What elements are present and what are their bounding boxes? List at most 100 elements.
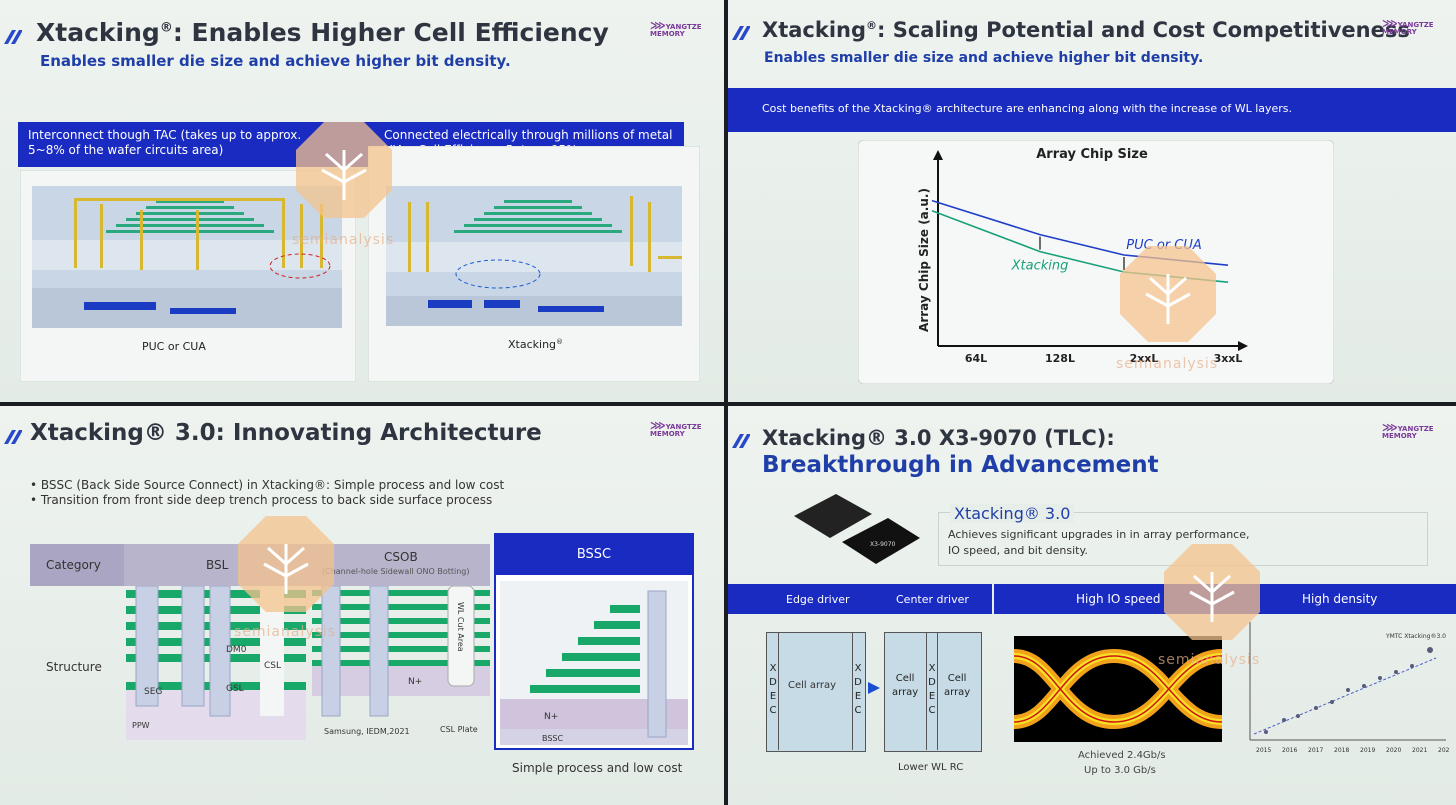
slide2-blue-bar: Cost benefits of the Xtacking® architect… [728, 88, 1456, 132]
left-caption: PUC or CUA [142, 340, 206, 353]
watermark-logo-icon [238, 516, 334, 612]
center-cell-array-left: Cell array [892, 673, 919, 698]
row-structure: Structure [46, 660, 102, 674]
slash-icon [732, 434, 750, 448]
density-ymtc-label: YMTC Xtacking®3.0 [1385, 633, 1446, 640]
slide1-subtitle: Enables smaller die size and achieve hig… [40, 52, 511, 70]
bsl-csob-structure: SEG GSL DM0 CSL PPW N+ WL Cut Area Samsu… [126, 586, 490, 740]
bssc-panel: BSSC N+ BSSC [494, 533, 694, 750]
left-bar-line2: 5~8% of the wafer circuits area) [28, 143, 224, 157]
year-label: 2020 [1386, 747, 1401, 754]
hdr-center-driver: Center driver [896, 593, 969, 606]
year-label: 2019 [1360, 747, 1375, 754]
hdr-edge-driver: Edge driver [786, 593, 850, 606]
bssc-small-label: BSSC [542, 734, 564, 743]
x-tick-64l: 64L [965, 352, 987, 365]
slash-icon [4, 30, 22, 44]
chart-title: Array Chip Size [1036, 147, 1148, 162]
year-label: 2018 [1334, 747, 1349, 754]
slide4-title-line1: Xtacking® 3.0 X3-9070 (TLC): [762, 426, 1115, 450]
csob-subtitle: (Channel-hole Sidewall ONO Botting) [322, 567, 470, 576]
ymtc-logo: ⋙YANGTZE MEMORY [1382, 17, 1434, 36]
chart-y-label: Array Chip Size (a.u.) [917, 188, 931, 332]
label-csl-plate: CSL Plate [440, 725, 478, 734]
y-axis-arrow-icon [933, 150, 943, 160]
label-samsung: Samsung, IEDM,2021 [324, 727, 410, 736]
slide2-subtitle: Enables smaller die size and achieve hig… [764, 50, 1204, 66]
slide1-title: Xtacking®: Enables Higher Cell Efficienc… [36, 18, 609, 47]
slide-cell-efficiency: Xtacking®: Enables Higher Cell Efficienc… [0, 0, 724, 402]
label-ppw: PPW [132, 721, 150, 730]
edge-cell-array: Cell array [788, 680, 837, 691]
col-bssc: BSSC [496, 535, 692, 575]
slide2-title: Xtacking®: Scaling Potential and Cost Co… [762, 18, 1410, 42]
watermark-logo-icon [1164, 544, 1260, 640]
ymtc-logo: ⋙YANGTZE MEMORY [650, 19, 702, 38]
slide4-title-line2: Breakthrough in Advancement [762, 452, 1159, 478]
bullet-1: • BSSC (Back Side Source Connect) in Xta… [30, 478, 505, 492]
bullet-2: • Transition from front side deep trench… [30, 493, 493, 507]
label-csl: CSL [264, 661, 281, 671]
achieved-speed: Achieved 2.4Gb/s [1078, 750, 1166, 761]
label-seg: SEG [144, 687, 162, 697]
label-gsl: GSL [226, 684, 244, 694]
slide-x3-9070: Xtacking® 3.0 X3-9070 (TLC): Breakthroug… [728, 406, 1456, 805]
x-tick-128l: 128L [1045, 352, 1075, 365]
hdr-high-density: High density [1302, 592, 1378, 606]
hdr-high-io: High IO speed [1076, 592, 1161, 606]
left-bar-line1: Interconnect though TAC (takes up to app… [28, 128, 302, 142]
xtacking3-box-title: Xtacking® 3.0 [950, 504, 1075, 523]
col-category: Category [46, 558, 101, 572]
chip-image: X3-9070 [794, 494, 920, 564]
puc-cross-section: PUC or CUA [20, 170, 356, 382]
eye-diagram [1014, 636, 1222, 742]
edge-driver-diagram [766, 632, 866, 752]
ymtc-logo: ⋙YANGTZE MEMORY [1382, 421, 1434, 440]
chip-label: X3-9070 [870, 541, 896, 548]
col-csob: CSOB [384, 550, 418, 564]
box-text-line1: Achieves significant upgrades in in arra… [948, 528, 1250, 541]
array-chip-size-chart: Array Chip Size Array Chip Size (a.u.) 6… [858, 140, 1334, 384]
watermark-text: semianalysis [234, 624, 337, 640]
up-to-speed: Up to 3.0 Gb/s [1084, 765, 1156, 776]
watermark-logo-icon [296, 122, 392, 218]
center-driver-diagram [884, 632, 982, 752]
x-tick-2xxl: 2xxL [1130, 352, 1159, 365]
center-cell-array-right: Cell array [944, 673, 971, 698]
watermark-text: semianalysis [292, 232, 395, 248]
label-wl-cut-area: WL Cut Area [456, 602, 465, 652]
slide2-bar-text: Cost benefits of the Xtacking® architect… [762, 102, 1293, 115]
year-label: 2015 [1256, 747, 1271, 754]
arrow-right-icon [868, 682, 880, 694]
bssc-caption: Simple process and low cost [512, 761, 683, 775]
slide4-header-bar: Edge driver Center driver High IO speed … [728, 584, 1456, 614]
year-label: 2017 [1308, 747, 1323, 754]
x-axis-arrow-icon [1238, 341, 1248, 351]
watermark-text: semianalysis [1116, 356, 1219, 372]
slide-innovating-architecture: Xtacking® 3.0: Innovating Architecture ⋙… [0, 406, 724, 805]
right-caption: Xtacking® [508, 338, 563, 351]
label-nplus: N+ [408, 677, 422, 687]
right-bar-line1: Connected electrically through millions … [384, 128, 673, 142]
year-label: 2016 [1282, 747, 1297, 754]
watermark-text: semianalysis [1158, 652, 1261, 668]
bssc-nplus-label: N+ [544, 712, 558, 722]
slash-icon [732, 26, 750, 40]
xtacking-cross-section: Xtacking® [368, 146, 700, 382]
year-label: 2021 [1412, 747, 1427, 754]
bssc-structure: N+ BSSC [500, 581, 688, 745]
label-dm0: DM0 [226, 645, 247, 655]
slide-scaling-potential: Xtacking®: Scaling Potential and Cost Co… [728, 0, 1456, 402]
density-chart: YMTC Xtacking®3.0 2015 2016 2017 2018 2019 20… [1249, 622, 1450, 754]
box-text-line2: IO speed, and bit density. [948, 544, 1088, 557]
series-label-xtacking: Xtacking [1011, 259, 1069, 274]
ymtc-logo: ⋙YANGTZE MEMORY [650, 419, 702, 438]
slide3-title: Xtacking® 3.0: Innovating Architecture [30, 420, 542, 446]
col-bsl: BSL [206, 558, 229, 572]
lower-wl-rc: Lower WL RC [898, 762, 964, 773]
x-tick-3xxl: 3xxL [1214, 352, 1243, 365]
slash-icon [4, 430, 22, 444]
